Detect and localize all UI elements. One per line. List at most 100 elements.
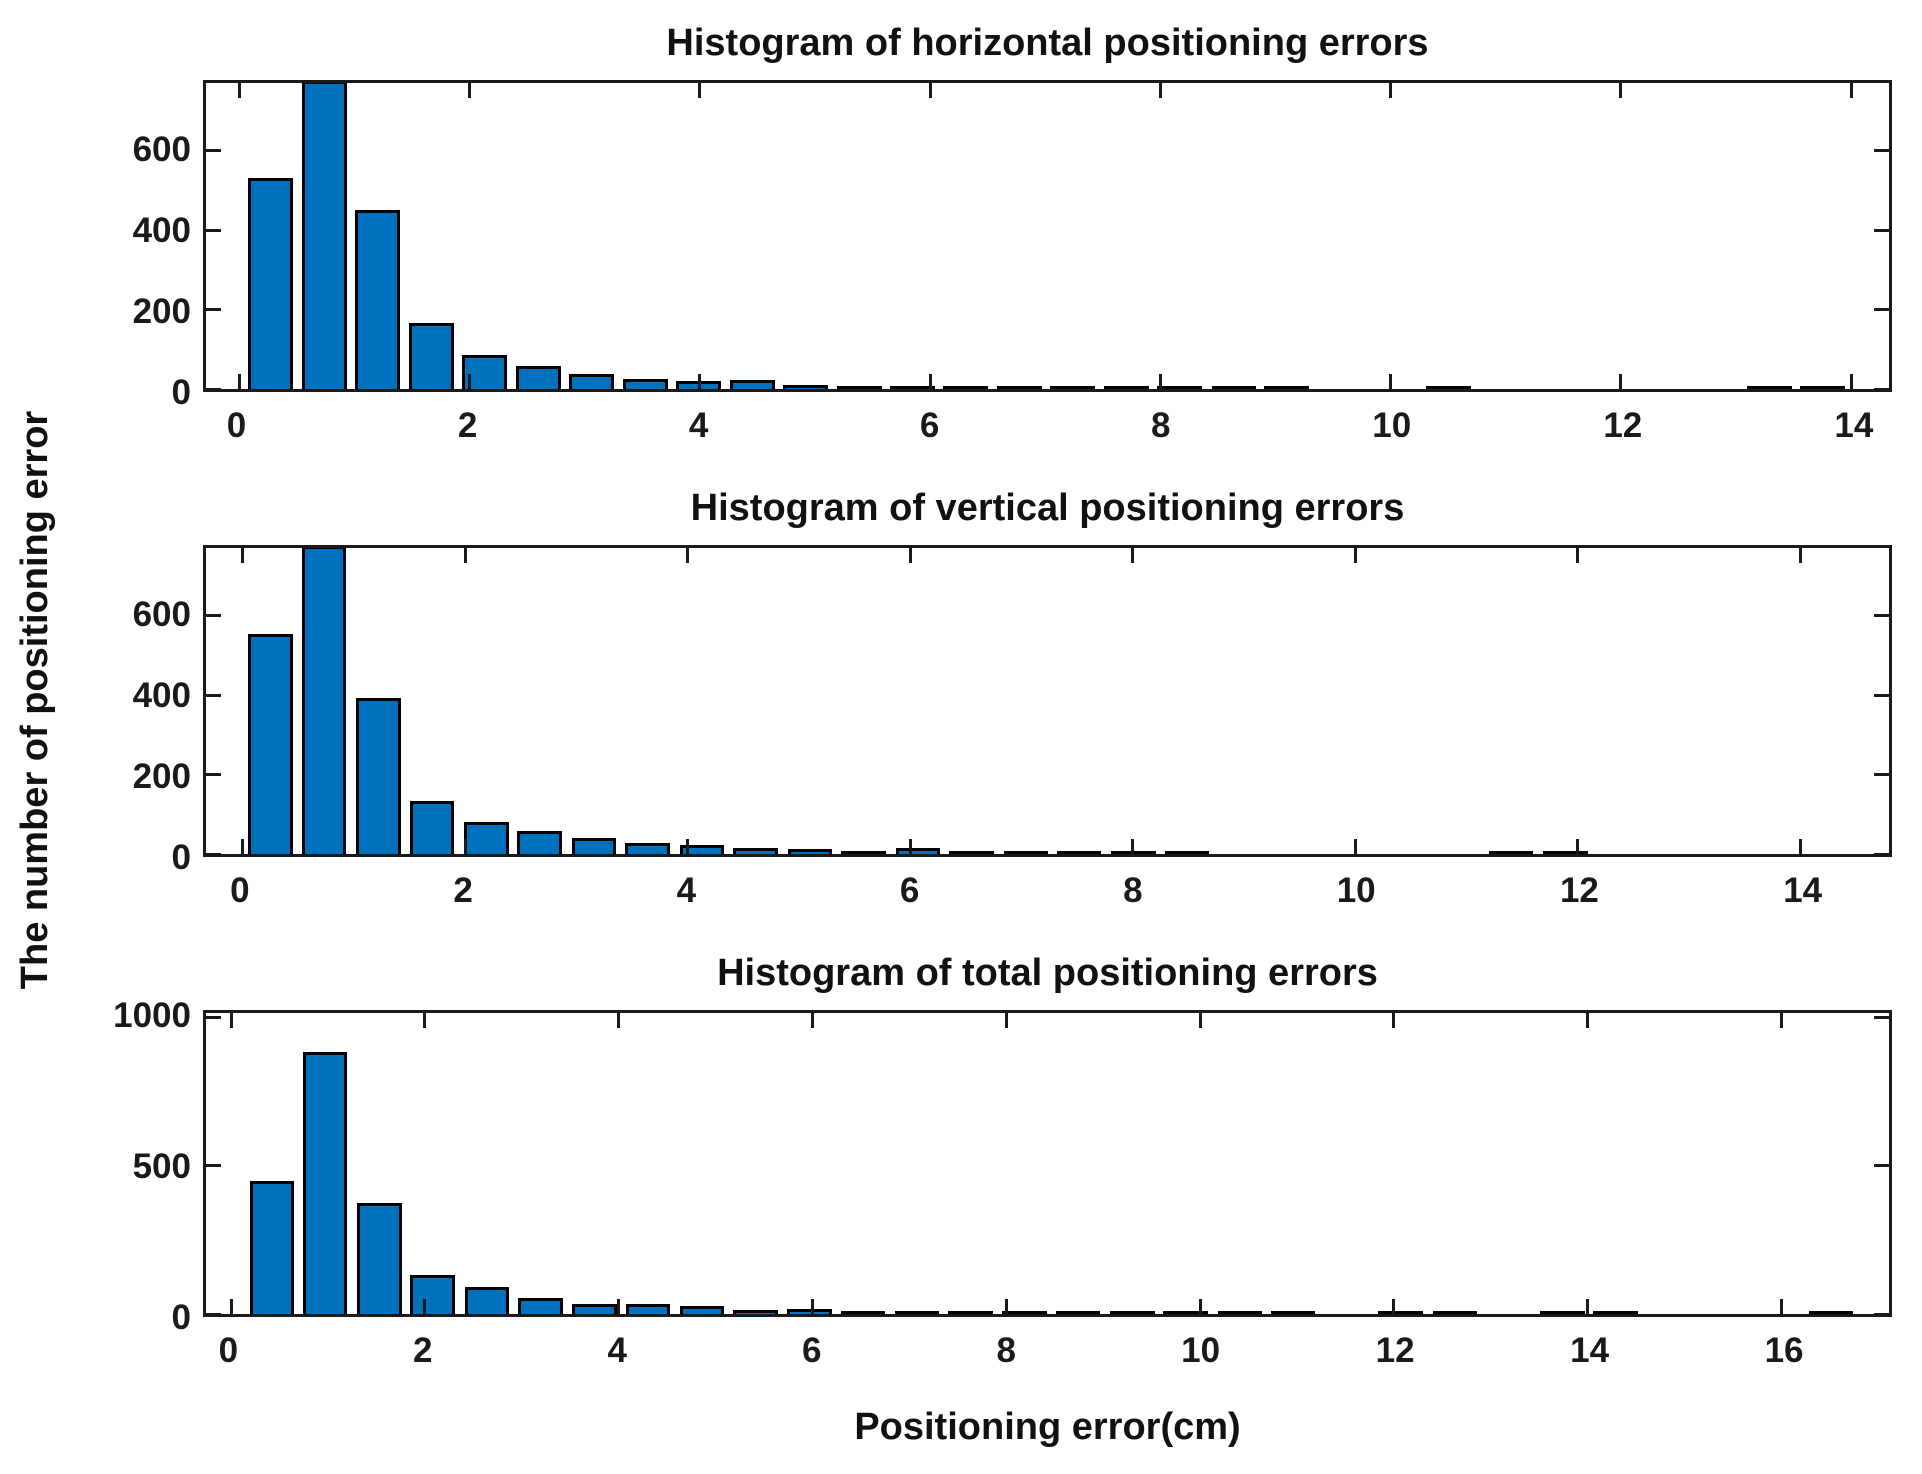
x-tick-label: 4 xyxy=(676,871,697,910)
x-tick xyxy=(1619,83,1623,98)
histogram-bar xyxy=(948,1311,993,1314)
x-tick xyxy=(1392,1299,1396,1314)
y-tick xyxy=(1874,773,1889,777)
histogram-bar xyxy=(733,1310,778,1314)
x-tick-label: 6 xyxy=(899,871,920,910)
x-tick xyxy=(617,1013,621,1028)
histogram-bar xyxy=(572,1303,617,1314)
axes-area xyxy=(203,1010,1892,1317)
histogram-bar xyxy=(1799,386,1845,389)
histogram-bar xyxy=(997,386,1043,389)
histogram-bar xyxy=(1808,1311,1854,1314)
histogram-bar xyxy=(1593,1311,1639,1314)
y-tick-label: 1000 xyxy=(113,995,191,1035)
histogram-bar xyxy=(1378,1311,1423,1314)
x-tick-label: 8 xyxy=(996,1331,1016,1370)
x-tick-label: 16 xyxy=(1764,1331,1804,1370)
histogram-bar xyxy=(1488,851,1534,854)
histogram-bar xyxy=(1055,1311,1101,1314)
y-tick xyxy=(1874,852,1889,854)
histogram-bar xyxy=(1270,1311,1316,1314)
x-tick xyxy=(423,1299,427,1314)
x-tick xyxy=(1131,548,1135,563)
axes-area xyxy=(203,545,1892,857)
x-tick xyxy=(928,83,932,98)
histogram-bar xyxy=(516,366,562,389)
x-tick xyxy=(1576,839,1580,854)
histogram-bar xyxy=(1217,1311,1263,1314)
x-tick xyxy=(811,1013,815,1028)
x-tick xyxy=(1779,1013,1783,1028)
histogram-bar xyxy=(464,1287,510,1314)
x-tick xyxy=(237,374,241,389)
histogram-bar xyxy=(517,830,562,854)
x-tick xyxy=(1798,839,1802,854)
x-tick xyxy=(1576,548,1580,563)
y-tick xyxy=(1874,614,1889,618)
subplot-vertical-errors: Histogram of vertical positioning errors… xyxy=(133,487,1892,910)
y-tick xyxy=(206,852,221,854)
x-tick-label: 8 xyxy=(1150,406,1171,445)
histogram-bar xyxy=(302,1051,348,1314)
histogram-bar xyxy=(943,386,989,389)
x-tick xyxy=(686,839,690,854)
x-tick xyxy=(928,374,932,389)
histogram-bar xyxy=(1264,386,1310,389)
y-tick xyxy=(1874,387,1889,389)
histogram-bar xyxy=(248,178,293,389)
histogram-bar xyxy=(625,1304,671,1314)
x-tick xyxy=(698,83,702,98)
y-tick xyxy=(1874,693,1889,697)
x-tick xyxy=(241,839,245,854)
y-tick-label: 0 xyxy=(171,373,191,412)
y-tick xyxy=(206,693,221,697)
histogram-bar xyxy=(949,851,994,854)
subplot-horizontal-errors: Histogram of horizontal positioning erro… xyxy=(133,22,1892,445)
histogram-bar xyxy=(517,1297,563,1314)
x-tick-label: 12 xyxy=(1559,871,1599,910)
histogram-bar xyxy=(571,838,617,854)
x-tick xyxy=(229,1299,233,1314)
histogram-bar xyxy=(625,843,670,854)
histogram-bar xyxy=(783,385,829,389)
x-tick-label: 4 xyxy=(688,406,709,445)
x-tick-label: 10 xyxy=(1372,406,1412,445)
x-tick-label: 6 xyxy=(801,1331,822,1370)
x-tick xyxy=(1619,374,1623,389)
x-tick-label: 14 xyxy=(1834,406,1874,445)
x-tick xyxy=(617,1299,621,1314)
y-tick xyxy=(1874,1312,1889,1314)
histogram-bar xyxy=(1002,1311,1047,1314)
x-tick xyxy=(698,374,702,389)
histogram-bar xyxy=(787,849,833,854)
x-tick xyxy=(229,1013,233,1028)
histogram-bar xyxy=(733,848,778,854)
histogram-bar xyxy=(679,845,725,854)
x-tick xyxy=(1131,839,1135,854)
histogram-bar xyxy=(623,379,669,389)
histogram-bar xyxy=(1540,1311,1585,1314)
x-tick xyxy=(423,1013,427,1028)
histogram-bar xyxy=(1432,1311,1478,1314)
x-tick xyxy=(241,548,245,563)
x-tick-label: 12 xyxy=(1603,406,1643,445)
histogram-bar xyxy=(1164,851,1210,854)
x-tick xyxy=(463,548,467,563)
x-tick-label: 6 xyxy=(919,406,940,445)
y-tick-label: 600 xyxy=(132,129,191,169)
x-tick-label: 0 xyxy=(226,406,247,445)
y-tick xyxy=(1874,1015,1889,1019)
y-tick xyxy=(206,149,221,153)
y-tick-label: 200 xyxy=(132,291,191,331)
y-tick xyxy=(1874,228,1889,232)
histogram-bar xyxy=(249,1180,295,1314)
y-tick xyxy=(1874,308,1889,312)
y-tick xyxy=(206,387,221,389)
histogram-bar xyxy=(679,1305,725,1314)
y-tick-label: 0 xyxy=(171,1298,191,1337)
x-tick xyxy=(237,83,241,98)
histogram-bar xyxy=(569,374,615,389)
x-tick-label: 12 xyxy=(1375,1331,1415,1370)
x-tick-label: 2 xyxy=(453,871,473,910)
x-tick xyxy=(1586,1299,1590,1314)
